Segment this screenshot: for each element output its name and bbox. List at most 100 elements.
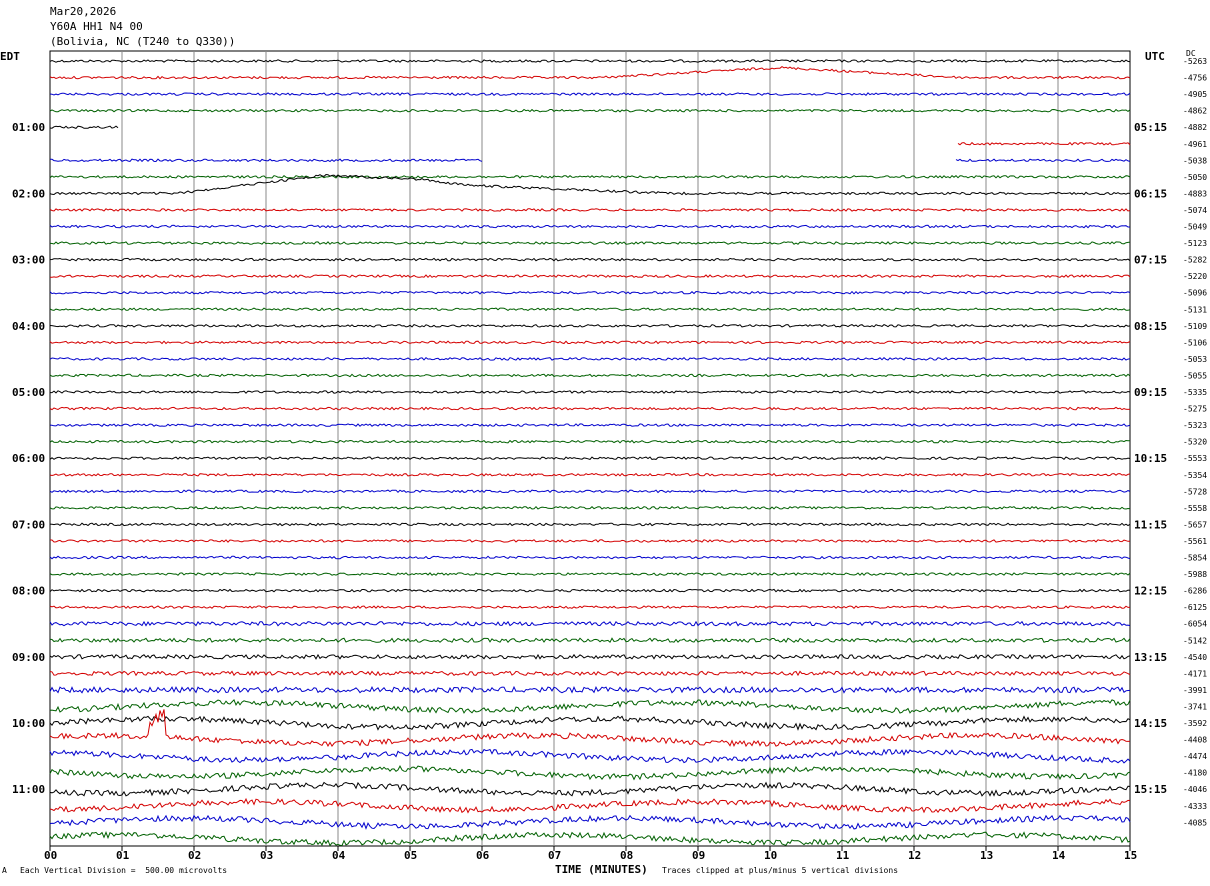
- dc-offset-label: -6054: [1183, 620, 1207, 629]
- dc-offset-label: -5854: [1183, 554, 1207, 563]
- trace-23: [49, 423, 1131, 427]
- dc-offset-label: -5320: [1183, 438, 1207, 447]
- dc-offset-label: -5074: [1183, 206, 1207, 215]
- trace-46: [49, 797, 1131, 814]
- left-time-label: 08:00: [12, 585, 45, 598]
- dc-offset-label: -6286: [1183, 587, 1207, 596]
- header-location: (Bolivia, NC (T240 to Q330)): [50, 35, 236, 48]
- x-tick-label: 11: [836, 849, 850, 862]
- x-tick-label: 07: [548, 849, 561, 862]
- footer-clip-note: Traces clipped at plus/minus 5 vertical …: [662, 866, 899, 875]
- left-time-label: 07:00: [12, 518, 45, 531]
- trace-1: [49, 59, 1131, 63]
- x-tick-label: 12: [908, 849, 921, 862]
- x-tick-label: 15: [1124, 849, 1137, 862]
- left-time-label: 03:00: [12, 254, 45, 267]
- dc-offset-label: -4085: [1183, 818, 1207, 827]
- x-tick-label: 09: [692, 849, 705, 862]
- dc-offset-label: -5142: [1183, 636, 1207, 645]
- trace-26: [49, 472, 1131, 477]
- right-time-label: 15:15: [1134, 783, 1167, 796]
- x-tick-label: 05: [404, 849, 417, 862]
- trace-11: [49, 224, 1130, 229]
- trace-44: [49, 765, 1131, 781]
- right-time-label: 11:15: [1134, 518, 1167, 531]
- trace-41: [49, 715, 1131, 731]
- header-station: Y60A HH1 N4 00: [50, 20, 143, 33]
- dc-offset-label: -5096: [1183, 289, 1207, 298]
- dc-offset-label: -5123: [1183, 239, 1207, 248]
- left-time-label: 02:00: [12, 187, 45, 200]
- trace-19: [49, 357, 1131, 361]
- trace-45: [49, 781, 1131, 797]
- right-time-label: 13:15: [1134, 651, 1167, 664]
- plot-frame: [49, 50, 1131, 847]
- trace-8: [49, 175, 1131, 179]
- right-time-label: 06:15: [1134, 187, 1167, 200]
- x-tick-label: 00: [44, 849, 57, 862]
- dc-offset-label: -4408: [1183, 736, 1207, 745]
- dc-offset-label: -5038: [1183, 156, 1207, 165]
- dc-offset-label: -5728: [1183, 487, 1207, 496]
- x-axis-title: TIME (MINUTES): [555, 863, 648, 876]
- right-timezone-label: UTC: [1145, 50, 1165, 63]
- trace-20: [49, 373, 1131, 378]
- x-tick-label: 08: [620, 849, 633, 862]
- dc-offset-label: -5558: [1183, 504, 1207, 513]
- trace-36: [49, 637, 1131, 644]
- dc-offset-label: -5131: [1183, 305, 1207, 314]
- trace-3: [49, 92, 1131, 96]
- trace-21: [50, 390, 1131, 394]
- trace-14: [49, 274, 1131, 279]
- dc-offset-label: -5263: [1183, 57, 1207, 66]
- right-time-label: 10:15: [1134, 452, 1167, 465]
- trace-18: [49, 340, 1131, 345]
- left-time-label: 10:00: [12, 717, 45, 730]
- trace-47: [49, 814, 1131, 830]
- dc-offset-label: -5049: [1183, 223, 1207, 232]
- dc-offset-label: -5335: [1183, 388, 1207, 397]
- left-time-label: 09:00: [12, 651, 45, 664]
- x-tick-label: 10: [764, 849, 777, 862]
- trace-30: [50, 539, 1131, 543]
- trace-9: [49, 173, 1131, 196]
- trace-5: [49, 125, 119, 129]
- trace-6: [957, 141, 1131, 146]
- dc-offset-label: -4756: [1183, 74, 1207, 83]
- trace-43: [49, 748, 1131, 764]
- dc-offset-label: -4171: [1183, 669, 1207, 678]
- dc-label: DC: [1186, 49, 1196, 58]
- dc-offset-label: -4333: [1183, 802, 1207, 811]
- trace-4: [49, 108, 1131, 113]
- x-tick-label: 01: [116, 849, 130, 862]
- left-time-label: 11:00: [12, 783, 45, 796]
- left-time-label: 05:00: [12, 386, 45, 399]
- dc-offset-label: -4862: [1183, 107, 1207, 116]
- right-time-label: 09:15: [1134, 386, 1167, 399]
- right-time-label: 12:15: [1134, 585, 1167, 598]
- dc-offset-label: -4180: [1183, 769, 1207, 778]
- trace-17: [49, 323, 1131, 328]
- x-tick-label: 14: [1052, 849, 1066, 862]
- left-time-label: 01:00: [12, 121, 45, 134]
- trace-37: [49, 653, 1131, 660]
- trace-12: [49, 241, 1131, 245]
- trace-15: [49, 290, 1131, 295]
- trace-39: [49, 685, 1131, 694]
- dc-offset-label: -3991: [1183, 686, 1207, 695]
- dc-offset-label: -5106: [1183, 338, 1207, 347]
- dc-offset-label: -5220: [1183, 272, 1207, 281]
- trace-7: [50, 158, 1131, 163]
- dc-offset-label: -3592: [1183, 719, 1207, 728]
- left-timezone-label: EDT: [0, 50, 20, 63]
- right-time-label: 14:15: [1134, 717, 1167, 730]
- trace-34: [49, 605, 1131, 610]
- dc-offset-label: -4905: [1183, 90, 1207, 99]
- dc-offset-label: -5055: [1183, 371, 1207, 380]
- footer-division-note: Each Vertical Division = 500.00 microvol…: [20, 866, 228, 875]
- dc-offset-label: -5323: [1183, 421, 1207, 430]
- right-time-label: 08:15: [1134, 320, 1167, 333]
- dc-offset-label: -4883: [1183, 189, 1207, 198]
- right-time-label: 07:15: [1134, 254, 1167, 267]
